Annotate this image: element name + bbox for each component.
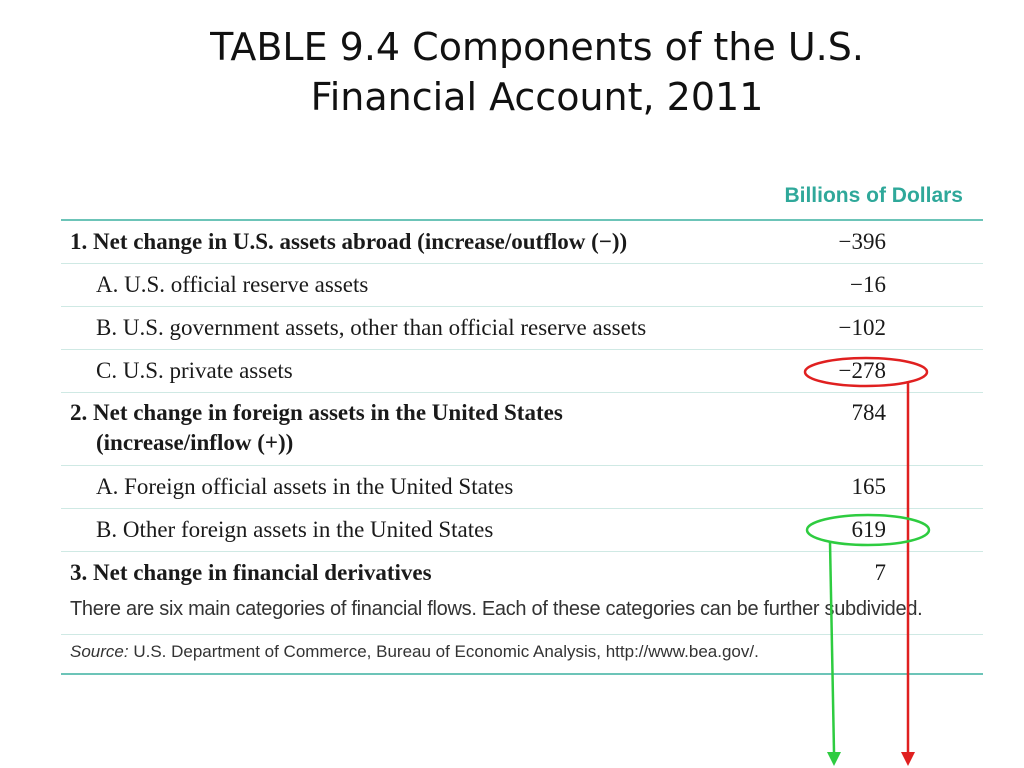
table-note: There are six main categories of financi… — [70, 598, 923, 620]
row-label: A. U.S. official reserve assets — [96, 272, 369, 297]
table-row: C. U.S. private assets −278 — [61, 350, 983, 393]
row-label: 1. Net change in U.S. assets abroad (inc… — [70, 229, 628, 254]
row-value: −396 — [838, 229, 886, 254]
row-value: 619 — [851, 517, 887, 542]
red-arrowhead-icon — [901, 752, 915, 766]
table-bottom-rule — [61, 673, 983, 675]
row-label: A. Foreign official assets in the United… — [96, 474, 514, 499]
table-row: A. Foreign official assets in the United… — [61, 466, 983, 509]
note-divider — [61, 634, 983, 635]
row-value: 784 — [851, 400, 887, 425]
table-row: 2. Net change in foreign assets in the U… — [61, 393, 983, 466]
row-label: 2. Net change in foreign assets in the U… — [70, 400, 563, 425]
table-row: 3. Net change in financial derivatives 7 — [61, 552, 983, 595]
table-row: B. U.S. government assets, other than of… — [61, 307, 983, 350]
row-label-line-2: (increase/inflow (+)) — [96, 430, 294, 455]
source-label: Source: — [70, 642, 129, 661]
row-value: −102 — [838, 315, 886, 340]
source-text: U.S. Department of Commerce, Bureau of E… — [128, 642, 759, 661]
row-value: 165 — [851, 474, 887, 499]
row-value: −16 — [850, 272, 886, 297]
units-header: Billions of Dollars — [784, 184, 963, 207]
row-label: B. U.S. government assets, other than of… — [96, 315, 647, 340]
slide-title: TABLE 9.4 Components of the U.S. Financi… — [0, 22, 1024, 122]
row-label: B. Other foreign assets in the United St… — [96, 517, 494, 542]
row-value: −278 — [838, 358, 886, 383]
row-value: 7 — [874, 560, 887, 585]
row-label: C. U.S. private assets — [96, 358, 293, 383]
table-row: 1. Net change in U.S. assets abroad (inc… — [61, 221, 983, 264]
table-row: B. Other foreign assets in the United St… — [61, 509, 983, 552]
green-arrowhead-icon — [827, 752, 841, 766]
row-label: 3. Net change in financial derivatives — [70, 560, 432, 585]
table-top-rule — [61, 219, 983, 221]
table-source: Source: U.S. Department of Commerce, Bur… — [70, 642, 759, 662]
slide-title-line-1: TABLE 9.4 Components of the U.S. — [210, 25, 864, 69]
slide-title-line-2: Financial Account, 2011 — [310, 75, 764, 119]
table-row: A. U.S. official reserve assets −16 — [61, 264, 983, 307]
